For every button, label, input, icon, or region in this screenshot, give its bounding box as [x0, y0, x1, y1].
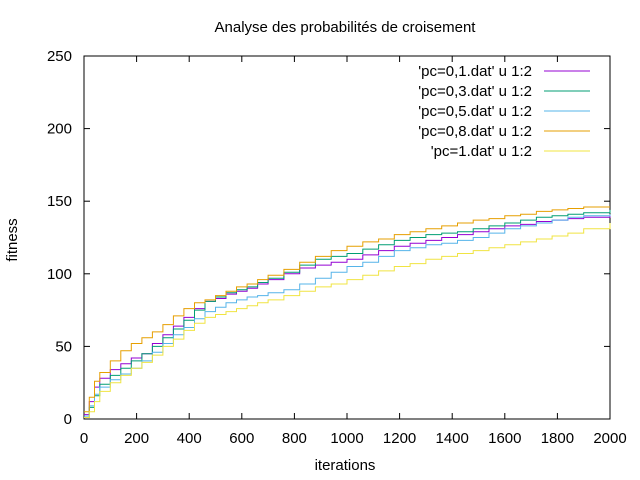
y-axis-label: fitness: [4, 218, 21, 261]
y-axis: 0 50 100 150 200 250: [47, 48, 610, 428]
legend-label: 'pc=0,3.dat' u 1:2: [418, 83, 532, 100]
series-line-2: [84, 209, 611, 418]
x-tick-label: 200: [124, 430, 149, 447]
legend-label: 'pc=0,8.dat' u 1:2: [418, 123, 532, 140]
x-tick-label: 1800: [541, 430, 574, 447]
x-tick-label: 1600: [488, 430, 521, 447]
series-line-3: [84, 214, 611, 417]
y-tick-label: 250: [47, 48, 72, 65]
x-tick-label: 1400: [436, 430, 469, 447]
x-axis: 0 200 400 600 800 1000 1200 1400 1600 1800 2000: [80, 56, 627, 447]
x-tick-label: 800: [282, 430, 307, 447]
series-group: [84, 206, 611, 418]
series-line-4: [84, 206, 610, 413]
x-tick-label: 1200: [383, 430, 416, 447]
x-axis-label: iterations: [315, 457, 376, 474]
x-tick-label: 600: [229, 430, 254, 447]
chart-title: Analyse des probabilités de croisement: [215, 19, 477, 36]
x-tick-label: 2000: [593, 430, 626, 447]
x-tick-label: 400: [177, 430, 202, 447]
x-tick-label: 0: [80, 430, 88, 447]
legend-label: 'pc=1.dat' u 1:2: [431, 143, 532, 160]
y-tick-label: 150: [47, 193, 72, 210]
y-tick-label: 50: [55, 338, 72, 355]
legend-label: 'pc=0,1.dat' u 1:2: [418, 63, 532, 80]
legend: 'pc=0,1.dat' u 1:2 'pc=0,3.dat' u 1:2 'pc=…: [418, 63, 590, 160]
y-tick-label: 0: [64, 411, 72, 428]
y-tick-label: 200: [47, 121, 72, 138]
legend-label: 'pc=0,5.dat' u 1:2: [418, 103, 532, 120]
series-line-1: [84, 215, 611, 416]
x-tick-label: 1000: [330, 430, 363, 447]
y-tick-label: 100: [47, 266, 72, 283]
series-line-5: [84, 223, 611, 418]
